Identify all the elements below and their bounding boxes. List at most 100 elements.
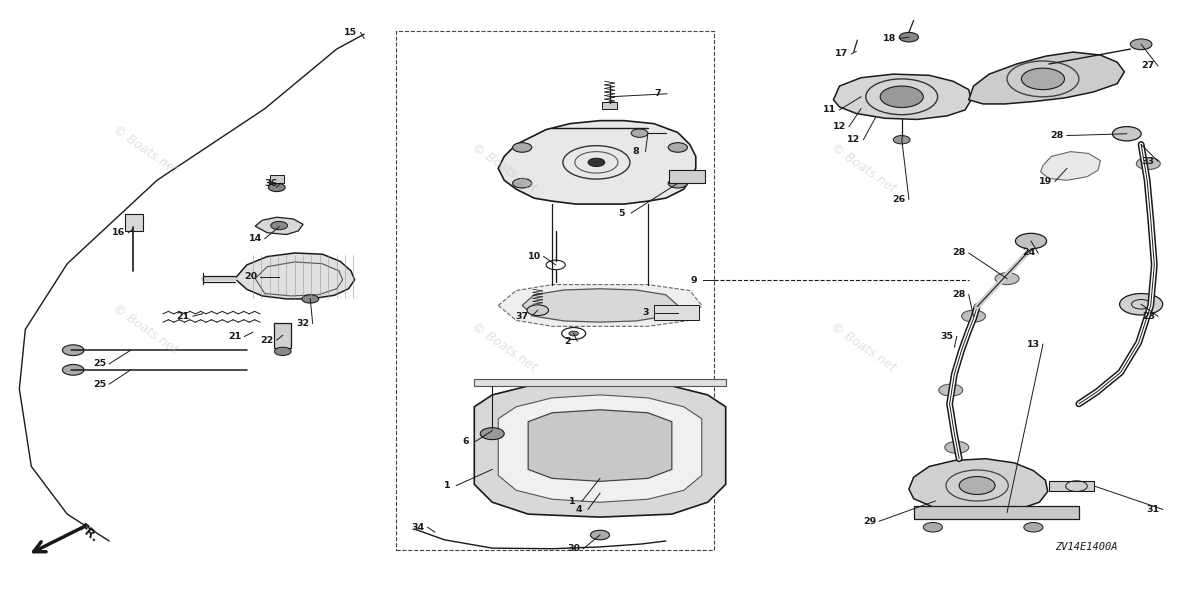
Text: © Boats.net: © Boats.net: [828, 320, 899, 374]
Bar: [670, 170, 706, 183]
Circle shape: [880, 86, 923, 107]
Text: 3: 3: [642, 308, 649, 317]
Bar: [602, 102, 617, 108]
Text: 32: 32: [296, 319, 310, 328]
Text: 6: 6: [462, 437, 469, 446]
Circle shape: [588, 158, 605, 167]
Circle shape: [1024, 522, 1043, 532]
Text: 1: 1: [444, 481, 450, 490]
Text: © Boats.net: © Boats.net: [110, 123, 180, 178]
Text: FR.: FR.: [76, 521, 101, 545]
Polygon shape: [256, 217, 304, 235]
Polygon shape: [528, 410, 672, 482]
Text: 7: 7: [654, 89, 661, 98]
Text: © Boats.net: © Boats.net: [469, 320, 539, 374]
Circle shape: [302, 295, 319, 303]
Text: 30: 30: [568, 544, 580, 553]
Text: 19: 19: [1039, 177, 1052, 186]
Circle shape: [938, 384, 962, 396]
Text: 34: 34: [412, 523, 425, 532]
Text: 8: 8: [632, 147, 640, 156]
Circle shape: [668, 143, 688, 152]
Circle shape: [62, 345, 84, 356]
Circle shape: [1021, 68, 1064, 90]
Circle shape: [1120, 294, 1163, 315]
Bar: [275, 323, 292, 349]
Circle shape: [923, 522, 942, 532]
Text: 1: 1: [569, 497, 576, 506]
Circle shape: [995, 273, 1019, 285]
Text: 12: 12: [833, 122, 846, 131]
Text: 33: 33: [1142, 157, 1154, 166]
Circle shape: [893, 135, 910, 144]
Text: 23: 23: [1141, 311, 1154, 320]
Text: 16: 16: [112, 228, 125, 237]
Circle shape: [527, 305, 548, 316]
Text: 14: 14: [248, 234, 262, 243]
Text: 28: 28: [1051, 131, 1064, 140]
Bar: [474, 379, 726, 386]
Text: 25: 25: [92, 380, 106, 389]
Bar: [125, 214, 143, 231]
Polygon shape: [1040, 152, 1100, 180]
Text: 10: 10: [528, 252, 541, 261]
Text: © Boats.net: © Boats.net: [110, 302, 180, 356]
Circle shape: [631, 129, 648, 137]
Text: © Boats.net: © Boats.net: [469, 141, 539, 195]
Polygon shape: [498, 395, 702, 502]
Circle shape: [668, 179, 688, 188]
Circle shape: [512, 179, 532, 188]
Polygon shape: [968, 52, 1124, 104]
Polygon shape: [908, 459, 1048, 512]
Text: 11: 11: [823, 105, 836, 114]
Text: © Boats.net: © Boats.net: [828, 141, 899, 195]
Polygon shape: [834, 74, 971, 119]
Bar: [654, 305, 700, 320]
Circle shape: [512, 143, 532, 152]
Text: 27: 27: [1141, 61, 1154, 70]
Text: 25: 25: [92, 359, 106, 368]
Circle shape: [569, 331, 578, 336]
Bar: [396, 31, 714, 550]
Text: 31: 31: [1146, 505, 1159, 514]
Circle shape: [275, 347, 292, 356]
Text: 24: 24: [1022, 249, 1036, 258]
Text: 5: 5: [618, 208, 625, 217]
Text: 18: 18: [883, 34, 896, 43]
Text: 15: 15: [344, 28, 358, 37]
Text: 36: 36: [264, 179, 277, 187]
Text: ZV14E1400A: ZV14E1400A: [1055, 542, 1117, 552]
Text: 26: 26: [893, 195, 906, 204]
Text: 22: 22: [260, 335, 274, 344]
Bar: [1049, 481, 1094, 492]
Circle shape: [62, 364, 84, 375]
Polygon shape: [522, 289, 678, 322]
Text: 12: 12: [847, 135, 860, 144]
Polygon shape: [498, 285, 702, 326]
Bar: [270, 176, 284, 183]
Text: 17: 17: [835, 49, 848, 58]
Circle shape: [271, 222, 288, 230]
Bar: [913, 506, 1079, 519]
Circle shape: [961, 310, 985, 322]
Circle shape: [899, 32, 918, 42]
Text: 21: 21: [228, 332, 241, 341]
Text: 20: 20: [244, 273, 257, 282]
Text: 9: 9: [690, 276, 697, 285]
Polygon shape: [474, 383, 726, 517]
Polygon shape: [498, 120, 696, 204]
Circle shape: [1136, 158, 1160, 170]
Text: 28: 28: [953, 249, 966, 258]
Text: 4: 4: [575, 505, 582, 514]
Circle shape: [1112, 126, 1141, 141]
Text: 2: 2: [564, 337, 571, 346]
Polygon shape: [235, 253, 354, 299]
Text: 28: 28: [953, 291, 966, 300]
Text: 21: 21: [176, 311, 190, 320]
Circle shape: [590, 530, 610, 540]
Text: 37: 37: [516, 311, 529, 320]
Text: 29: 29: [863, 517, 876, 526]
Circle shape: [1015, 234, 1046, 249]
Circle shape: [959, 477, 995, 494]
Circle shape: [480, 428, 504, 440]
